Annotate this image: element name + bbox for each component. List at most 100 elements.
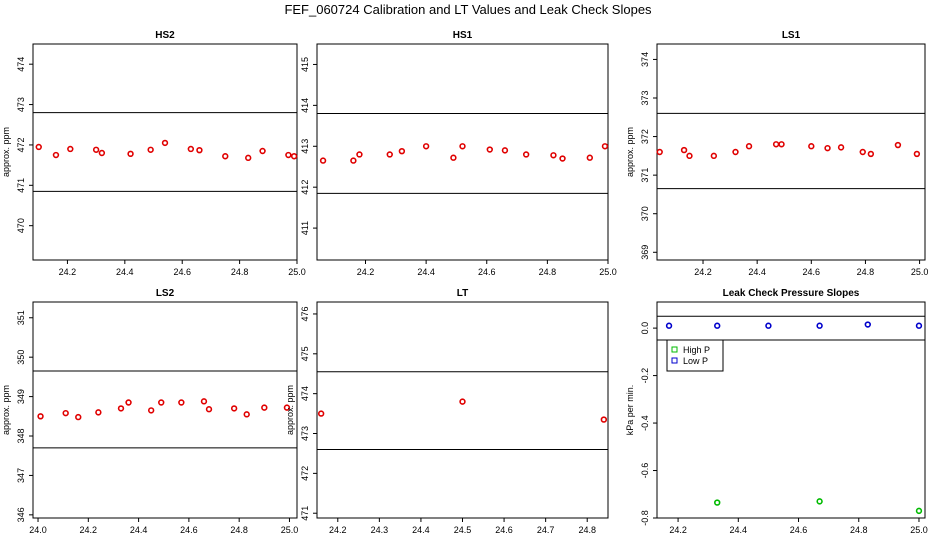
y-tick-label: 347 [16,468,26,483]
data-point [459,143,466,150]
x-tick-label: 24.4 [130,525,148,535]
y-tick-label: 471 [300,506,310,521]
figure-title: FEF_060724 Calibration and LT Values and… [284,2,652,17]
data-point [808,143,815,150]
data-point [522,151,530,158]
x-tick-label: 24.4 [730,525,748,535]
data-point [161,139,169,147]
plot-frame [316,301,609,519]
x-tick-label: 24.7 [537,525,555,535]
legend-marker [671,346,678,353]
data-point [350,157,357,164]
data-point [319,157,327,164]
x-tick-label: 24.6 [173,267,191,277]
data-point [52,151,60,159]
data-point [550,152,557,159]
data-point [245,154,252,162]
data-point [686,152,693,160]
panel-title: HS2 [155,30,175,41]
x-tick-label: 24.3 [371,525,389,535]
y-tick-label: 476 [300,306,310,321]
x-tick-label: 24.6 [478,267,496,277]
y-axis-label: approx. ppm [1,127,11,177]
data-point [95,409,102,416]
data-point [714,322,721,329]
data-point [398,147,406,155]
panel-title: Leak Check Pressure Slopes [723,288,860,299]
data-point [732,148,739,156]
data-point [259,147,266,155]
data-point [261,404,268,411]
data-point [230,405,238,412]
data-point [601,143,609,150]
y-tick-label: 411 [300,221,310,235]
data-point [243,411,250,418]
x-tick-label: 24.8 [857,267,875,277]
y-tick-label: 413 [300,139,310,154]
panel-1: HS2 approx. ppm 24.2 24.4 24.6 24.8 25.0 470 471… [1,30,306,277]
data-point [765,322,772,329]
data-point [147,146,154,153]
data-point [778,141,785,148]
x-tick-label: 24.4 [417,267,435,277]
y-tick-label: 346 [16,507,26,522]
data-point [285,151,292,159]
x-tick-label: 25.0 [910,525,928,535]
data-point [586,154,594,161]
y-tick-label: 472 [300,466,310,481]
y-tick-label: 472 [16,137,26,152]
y-tick-label: -0.6 [640,463,650,479]
x-tick-label: 24.4 [748,267,766,277]
data-point [200,398,208,405]
panel-title: LS2 [156,288,175,299]
x-tick-label: 24.8 [230,525,248,535]
data-point [127,150,134,158]
y-tick-label: 415 [300,57,310,72]
y-tick-label: 470 [16,218,26,233]
data-point [894,141,902,149]
y-tick-label: 474 [16,57,26,72]
data-point [559,155,566,162]
y-tick-label: 475 [300,346,310,361]
plot-frame [656,301,926,519]
x-tick-label: 24.4 [116,267,134,277]
x-tick-label: 24.2 [694,267,712,277]
data-point [867,150,875,158]
x-tick-label: 25.0 [599,267,617,277]
data-point [913,150,921,158]
x-tick-label: 25.0 [281,525,299,535]
data-point [837,144,845,151]
data-point [356,151,363,158]
data-point [222,153,229,160]
data-point [187,145,195,153]
panel-2: HS1 24.2 24.4 24.6 24.8 25.0 411 412 413 414 415 [300,30,617,277]
data-point [37,413,44,420]
data-point [680,146,688,154]
data-point [290,153,298,160]
panel-5: LT approx. ppm 24.2 24.3 24.4 24.5 24.6 24.7 24.… [285,288,609,535]
data-point [710,152,718,160]
plot-frame [32,43,298,261]
y-tick-label: 474 [300,386,310,401]
legend-label: High P [683,345,710,355]
x-tick-label: 24.6 [803,267,821,277]
legend-label: Low P [683,356,708,366]
data-point [915,322,923,329]
data-point [459,398,466,405]
x-tick-label: 24.2 [669,525,687,535]
x-tick-label: 24.6 [495,525,513,535]
x-tick-label: 24.8 [539,267,557,277]
y-tick-label: 412 [300,180,310,195]
x-tick-label: 24.8 [850,525,868,535]
data-point [600,416,608,423]
data-point [205,406,213,413]
x-tick-label: 24.0 [29,525,47,535]
y-axis-label: approx. ppm [1,385,11,435]
data-point [98,149,106,157]
data-point [75,413,82,421]
y-tick-label: 370 [640,206,650,221]
data-point [915,507,923,515]
data-point [824,144,831,152]
panel-6: Leak Check Pressure Slopes kPa per min. 24… [625,288,928,535]
